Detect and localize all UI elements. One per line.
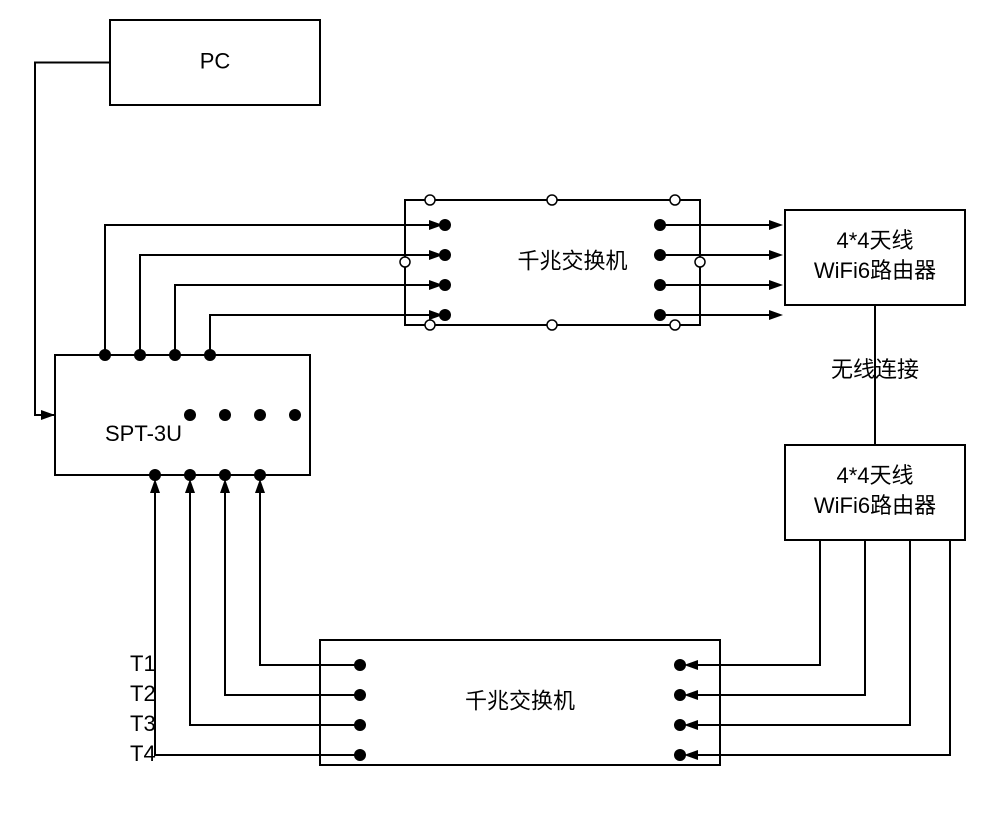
svg-text:T1: T1 — [130, 651, 156, 676]
svg-text:SPT-3U: SPT-3U — [105, 421, 182, 446]
svg-text:PC: PC — [200, 48, 231, 73]
svg-text:千兆交换机: 千兆交换机 — [465, 688, 575, 713]
svg-text:无线连接: 无线连接 — [831, 357, 919, 382]
svg-text:千兆交换机: 千兆交换机 — [517, 248, 627, 273]
svg-text:T4: T4 — [130, 741, 156, 766]
svg-text:4*4天线: 4*4天线 — [836, 228, 913, 253]
svg-text:WiFi6路由器: WiFi6路由器 — [814, 258, 936, 283]
svg-text:T2: T2 — [130, 681, 156, 706]
svg-text:T3: T3 — [130, 711, 156, 736]
svg-text:WiFi6路由器: WiFi6路由器 — [814, 493, 936, 518]
svg-text:4*4天线: 4*4天线 — [836, 463, 913, 488]
